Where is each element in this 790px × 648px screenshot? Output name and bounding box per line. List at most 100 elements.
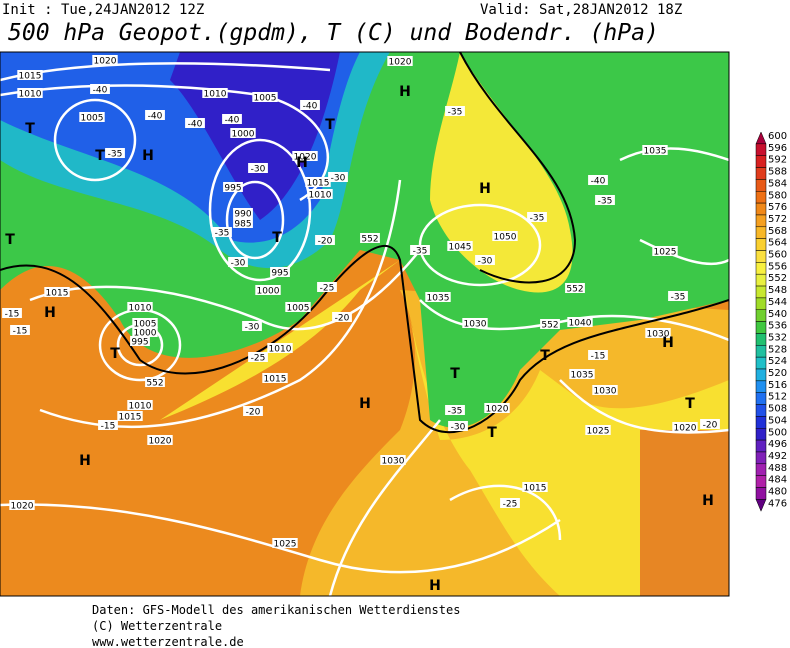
colorbar-box <box>755 202 767 216</box>
contour-label: -35 <box>448 108 463 118</box>
contour-label: 552 <box>361 235 378 245</box>
contour-label: 1015 <box>46 289 69 299</box>
label-box <box>410 245 430 255</box>
label-box <box>425 292 451 302</box>
contour-label: 1010 <box>129 402 152 412</box>
contour-label: 1050 <box>494 233 517 243</box>
colorbar-label: 568 <box>768 226 787 237</box>
colorbar-label: 488 <box>768 463 787 474</box>
contour-label: 1000 <box>134 329 157 339</box>
contour-label: -35 <box>413 247 428 257</box>
contour-label: 1035 <box>644 147 667 157</box>
label-box <box>387 56 413 66</box>
label-box <box>595 195 615 205</box>
label-box <box>233 208 253 218</box>
colorbar-label: 492 <box>768 451 787 462</box>
colorbar-box <box>755 214 767 228</box>
label-box <box>145 110 165 120</box>
contour-label: -15 <box>101 422 116 432</box>
pressure-center: H <box>142 148 154 164</box>
contour-label: 1030 <box>594 387 617 397</box>
label-box <box>2 308 22 318</box>
label-box <box>105 148 125 158</box>
label-box <box>228 257 248 267</box>
label-box <box>672 422 698 432</box>
contour-label: 552 <box>541 321 558 331</box>
contour-label: -40 <box>93 86 108 96</box>
contour-label: -20 <box>246 408 261 418</box>
label-box <box>272 538 298 548</box>
contour-label: -40 <box>591 177 606 187</box>
label-box <box>222 114 242 124</box>
contour-label: -40 <box>303 102 318 112</box>
label-box <box>17 88 43 98</box>
label-box <box>540 319 560 329</box>
colorbar-cap <box>755 499 767 512</box>
colorbar-box <box>755 333 767 346</box>
colorbar-label: 580 <box>768 190 787 201</box>
label-box <box>10 325 30 335</box>
contour-label: -20 <box>318 237 333 247</box>
contour-label: 1020 <box>94 57 117 67</box>
contour-label: -40 <box>225 116 240 126</box>
contour-label: -20 <box>335 314 350 324</box>
contour-label: -25 <box>320 284 335 294</box>
colorbar-label: 524 <box>768 356 787 367</box>
pressure-center: T <box>272 230 282 246</box>
label-box <box>305 177 331 187</box>
colorbar-box <box>755 273 767 287</box>
region-yellow <box>160 260 729 596</box>
label-box <box>243 406 263 416</box>
label-box <box>317 282 337 292</box>
colorbar-label: 500 <box>768 427 787 438</box>
contour-label: -30 <box>245 323 260 333</box>
colorbar-label: 588 <box>768 167 787 178</box>
contour-label: 1025 <box>654 248 677 258</box>
pressure-center: H <box>399 84 411 100</box>
pressure-center: T <box>487 425 497 441</box>
label-box <box>44 287 70 297</box>
pressure-center: H <box>79 453 91 469</box>
colorbar-label: 512 <box>768 392 787 403</box>
label-box <box>127 400 153 410</box>
contour-label: 1035 <box>427 294 450 304</box>
label-box <box>492 231 518 241</box>
colorbar-box <box>755 250 767 263</box>
map-title: 500 hPa Geopot.(gpdm), T (C) und Bodendr… <box>8 20 659 46</box>
pressure-center: T <box>325 117 335 133</box>
label-box <box>567 317 593 327</box>
contour-label: 1030 <box>464 320 487 330</box>
colorbar-label: 504 <box>768 415 787 426</box>
label-box <box>242 321 262 331</box>
label-box <box>285 302 311 312</box>
contour-label: 1010 <box>204 90 227 100</box>
pressure-center: T <box>25 121 35 137</box>
colorbar-box <box>755 191 767 204</box>
pressure-center: T <box>5 232 15 248</box>
contour-label: 1015 <box>307 179 330 189</box>
contour-label: 552 <box>146 379 163 389</box>
colorbar-box <box>755 416 767 429</box>
contour-label: -25 <box>251 354 266 364</box>
colorbar-box <box>755 321 767 334</box>
contour-label: 1025 <box>587 427 610 437</box>
colorbar-label: 536 <box>768 321 787 332</box>
pressure-center: T <box>685 396 695 412</box>
contour-label: 1000 <box>232 130 255 140</box>
label-box <box>117 411 143 421</box>
colorbar-label: 552 <box>768 273 787 284</box>
colorbar-label: 476 <box>768 498 787 509</box>
contour-label: -35 <box>108 150 123 160</box>
colorbar-label: 564 <box>768 238 787 249</box>
label-box <box>522 482 548 492</box>
label-box <box>185 118 205 128</box>
contour-label: 1020 <box>389 58 412 68</box>
contour-label: -40 <box>188 120 203 130</box>
contour-label: -25 <box>503 500 518 510</box>
label-box <box>592 385 618 395</box>
pressure-center: H <box>429 578 441 594</box>
label-box <box>252 92 278 102</box>
label-box <box>527 212 547 222</box>
